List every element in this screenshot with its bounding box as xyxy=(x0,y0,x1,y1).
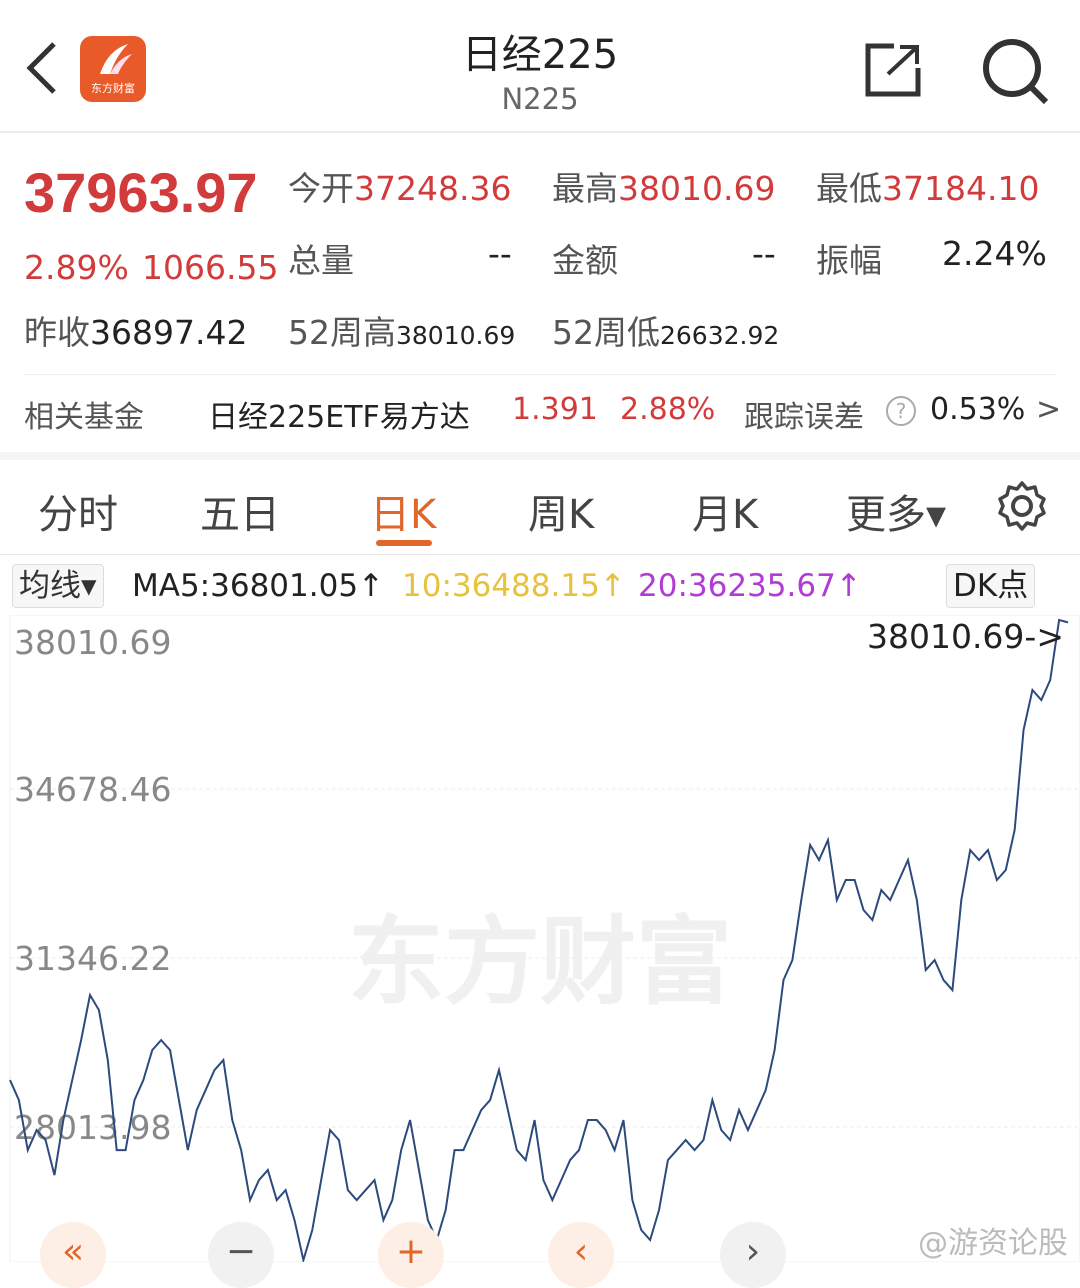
high-value: 38010.69 xyxy=(618,169,775,208)
y-tick-label: 31346.22 xyxy=(14,939,171,978)
help-icon[interactable]: ? xyxy=(886,396,916,426)
active-tab-indicator xyxy=(376,540,432,546)
prev-close: 36897.42 xyxy=(90,313,247,352)
low-value: 37184.10 xyxy=(882,169,1039,208)
ma-selector[interactable]: 均线▾ xyxy=(12,564,104,608)
volume-label: 总量 xyxy=(288,234,354,282)
price-chart[interactable]: 东方财富 38010.69 34678.46 31346.22 28013.98 3801… xyxy=(0,615,1080,1262)
fund-pct: 2.88% xyxy=(620,392,715,427)
tab-weekly-k[interactable]: 周K xyxy=(528,482,594,540)
open-value: 37248.36 xyxy=(354,169,511,208)
prev-button[interactable]: ‹ xyxy=(548,1222,614,1288)
amount-label: 金额 xyxy=(552,234,618,282)
divider xyxy=(24,374,1056,375)
header: 东方财富 日经225 N225 xyxy=(0,0,1080,133)
wk52-low-label: 52周低 xyxy=(552,313,660,352)
prev-close-label: 昨收 xyxy=(24,313,90,352)
tab-more[interactable]: 更多▾ xyxy=(846,482,946,540)
volume-value: -- xyxy=(488,234,512,273)
wk52-high-label: 52周高 xyxy=(288,313,396,352)
chevron-right-icon[interactable]: > xyxy=(1036,392,1061,427)
wk52-high: 38010.69 xyxy=(396,321,515,350)
tab-intraday[interactable]: 分时 xyxy=(38,482,118,540)
amount-value: -- xyxy=(752,234,776,273)
zoom-out-button[interactable]: − xyxy=(208,1222,274,1288)
next-button[interactable]: › xyxy=(720,1222,786,1288)
ma5-value: MA5:36801.05↑ xyxy=(132,568,384,604)
settings-gear-icon[interactable] xyxy=(996,480,1048,532)
section-divider xyxy=(0,452,1080,460)
high-label: 最高 xyxy=(552,169,618,208)
tab-five-day[interactable]: 五日 xyxy=(200,482,280,540)
ma-legend: 均线▾ MA5:36801.05↑ 10:36488.15↑ 20:36235.… xyxy=(0,560,1080,612)
max-price-label: 38010.69-> xyxy=(867,617,1064,656)
y-tick-label: 28013.98 xyxy=(14,1108,171,1147)
y-tick-label: 38010.69 xyxy=(14,623,171,662)
ma20-value: 20:36235.67↑ xyxy=(638,568,862,604)
wk52-low: 26632.92 xyxy=(660,321,779,350)
low-label: 最低 xyxy=(816,169,882,208)
fund-label: 相关基金 xyxy=(24,392,144,436)
amplitude-value: 2.24% xyxy=(942,234,1047,273)
last-price: 37963.97 xyxy=(24,160,258,225)
zoom-in-button[interactable]: + xyxy=(378,1222,444,1288)
y-tick-label: 34678.46 xyxy=(14,770,171,809)
change-pct: 2.89% xyxy=(24,248,129,287)
period-tabs: 分时 五日 日K 周K 月K 更多▾ xyxy=(0,460,1080,555)
first-button[interactable]: « xyxy=(40,1222,106,1288)
chart-watermark: 东方财富 xyxy=(348,905,732,1018)
related-fund-row[interactable]: 相关基金 日经225ETF易方达 1.391 2.88% 跟踪误差 ? 0.53… xyxy=(0,392,1080,436)
weibo-watermark: @游资论股 xyxy=(918,1218,1068,1262)
fund-price: 1.391 xyxy=(512,392,598,427)
tab-daily-k[interactable]: 日K xyxy=(370,482,436,540)
amplitude-label: 振幅 xyxy=(816,234,882,282)
fund-name: 日经225ETF易方达 xyxy=(208,392,470,436)
share-icon[interactable] xyxy=(864,42,922,98)
dk-point-button[interactable]: DK点 xyxy=(946,564,1035,608)
tracking-error-label: 跟踪误差 xyxy=(744,392,864,436)
search-icon[interactable] xyxy=(980,36,1050,106)
open-label: 今开 xyxy=(288,169,354,208)
tab-monthly-k[interactable]: 月K xyxy=(692,482,758,540)
tracking-error: 0.53% xyxy=(930,392,1025,427)
ma10-value: 10:36488.15↑ xyxy=(402,568,626,604)
change-value: 1066.55 xyxy=(142,248,278,287)
